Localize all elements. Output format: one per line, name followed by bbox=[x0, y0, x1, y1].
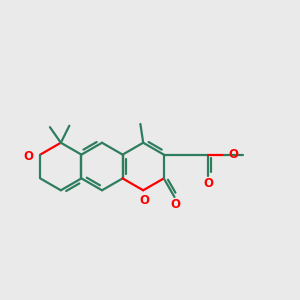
Text: O: O bbox=[24, 150, 34, 163]
Text: O: O bbox=[170, 198, 180, 211]
Text: O: O bbox=[140, 194, 149, 207]
Text: O: O bbox=[203, 177, 213, 190]
Text: O: O bbox=[228, 148, 238, 161]
